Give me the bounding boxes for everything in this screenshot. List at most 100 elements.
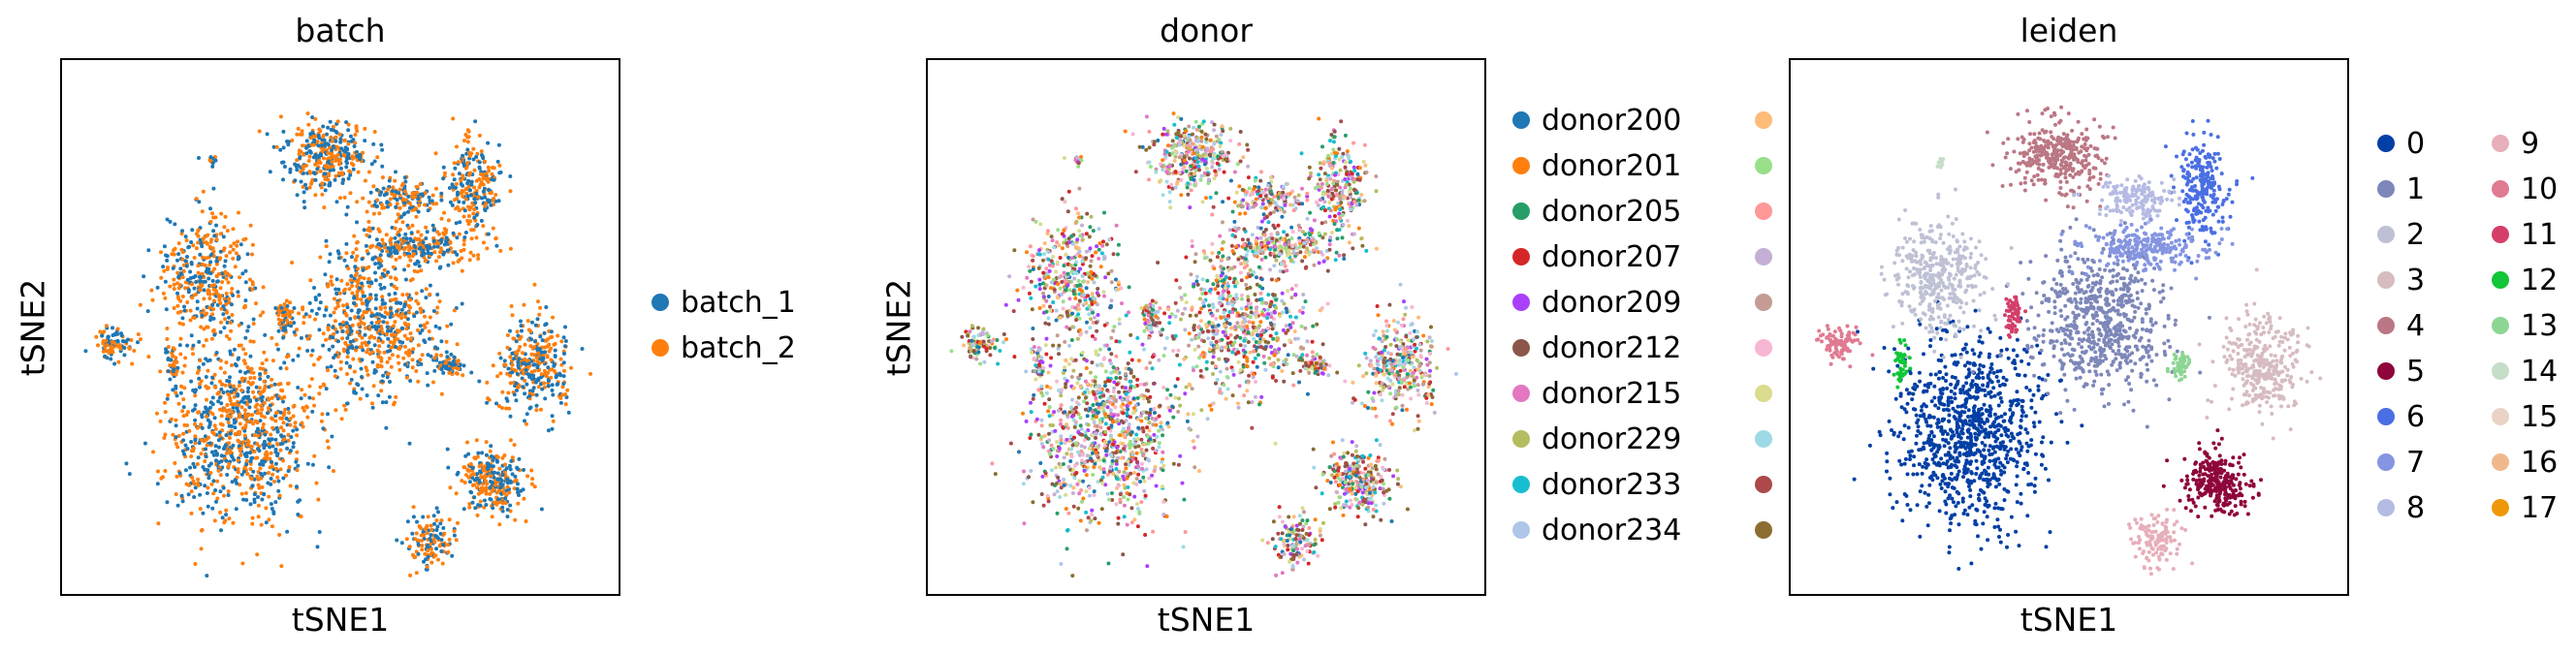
batch-point <box>433 151 438 156</box>
donor-point <box>1126 497 1130 502</box>
batch-point <box>402 201 407 205</box>
batch-point <box>546 370 550 375</box>
batch-point <box>361 301 366 306</box>
donor-point <box>1117 390 1121 394</box>
batch-point <box>219 320 223 325</box>
donor-point <box>1105 491 1110 496</box>
batch-point <box>165 266 170 271</box>
donor-point <box>1064 382 1068 387</box>
donor-point <box>1042 401 1047 406</box>
batch-point <box>429 336 434 341</box>
donor-point <box>1054 318 1059 323</box>
donor-point <box>1067 410 1072 415</box>
donor-point <box>1165 421 1170 425</box>
donor-point <box>1051 423 1055 427</box>
batch-point <box>476 253 481 258</box>
batch-point <box>436 255 441 260</box>
batch-point <box>233 402 238 407</box>
donor-point <box>1136 444 1141 449</box>
batch-point <box>350 154 355 159</box>
batch-point <box>469 490 474 495</box>
batch-point <box>406 254 411 259</box>
batch-point <box>327 145 332 150</box>
batch-point <box>279 396 284 401</box>
batch-point <box>380 175 385 180</box>
batch-point <box>500 501 505 506</box>
batch-point <box>253 404 258 409</box>
batch-point <box>498 371 503 376</box>
batch-point <box>285 307 290 312</box>
batch-point <box>388 238 393 243</box>
batch-point <box>418 330 423 335</box>
batch-point <box>516 363 521 368</box>
batch-point <box>216 445 221 450</box>
batch-point <box>181 414 186 419</box>
donor-point <box>1133 445 1138 450</box>
batch-point <box>317 293 322 297</box>
batch-point <box>444 350 449 355</box>
donor-point <box>1059 418 1064 422</box>
batch-point <box>204 338 208 342</box>
batch-point <box>237 444 241 449</box>
batch-point <box>470 466 475 471</box>
donor-point <box>1049 356 1054 360</box>
batch-point <box>370 350 375 355</box>
donor-point <box>1063 441 1067 446</box>
batch-point <box>353 316 358 320</box>
batch-point <box>508 328 512 333</box>
batch-point <box>495 159 500 164</box>
batch-point <box>494 243 499 248</box>
batch-point <box>515 372 520 376</box>
batch-point <box>263 332 268 337</box>
donor-point <box>1166 424 1171 429</box>
batch-point <box>342 148 346 153</box>
batch-point <box>426 353 430 358</box>
donor-point <box>1128 439 1132 444</box>
batch-point <box>209 482 214 486</box>
batch-point <box>190 408 195 413</box>
batch-point <box>454 185 458 190</box>
batch-point <box>330 160 334 165</box>
donor-point <box>1157 445 1161 450</box>
batch-point <box>395 202 399 206</box>
batch-point <box>503 362 508 367</box>
batch-point <box>259 404 264 409</box>
batch-point <box>481 224 486 229</box>
batch-point <box>213 426 218 431</box>
batch-point <box>414 571 419 576</box>
batch-point <box>546 384 551 389</box>
batch-point <box>445 355 450 359</box>
batch-point <box>214 223 218 228</box>
batch-point <box>175 303 180 308</box>
donor-point <box>1154 449 1159 453</box>
batch-point <box>366 372 370 377</box>
batch-point <box>563 344 567 349</box>
donor-point <box>1028 436 1033 440</box>
donor-point <box>1084 510 1089 515</box>
batch-point <box>464 473 468 478</box>
batch-point <box>476 491 481 496</box>
batch-point <box>502 359 507 363</box>
batch-point <box>505 398 510 403</box>
batch-point <box>432 368 437 373</box>
batch-point <box>243 453 248 458</box>
donor-point <box>1100 406 1105 411</box>
batch-point <box>222 406 227 411</box>
batch-point <box>142 274 146 279</box>
batch-point <box>405 336 410 341</box>
batch-point <box>203 434 207 439</box>
batch-point <box>497 163 502 168</box>
batch-point <box>334 306 338 311</box>
batch-point <box>475 151 480 156</box>
batch-point <box>342 138 347 142</box>
batch-point <box>503 496 508 501</box>
batch-point <box>232 347 237 352</box>
batch-point <box>207 305 212 310</box>
batch-point <box>402 175 407 180</box>
batch-point <box>184 264 189 268</box>
batch-point <box>515 486 520 491</box>
batch-point <box>251 469 256 474</box>
donor-point <box>1050 482 1055 486</box>
batch-point <box>529 337 533 342</box>
batch-point <box>564 395 569 399</box>
